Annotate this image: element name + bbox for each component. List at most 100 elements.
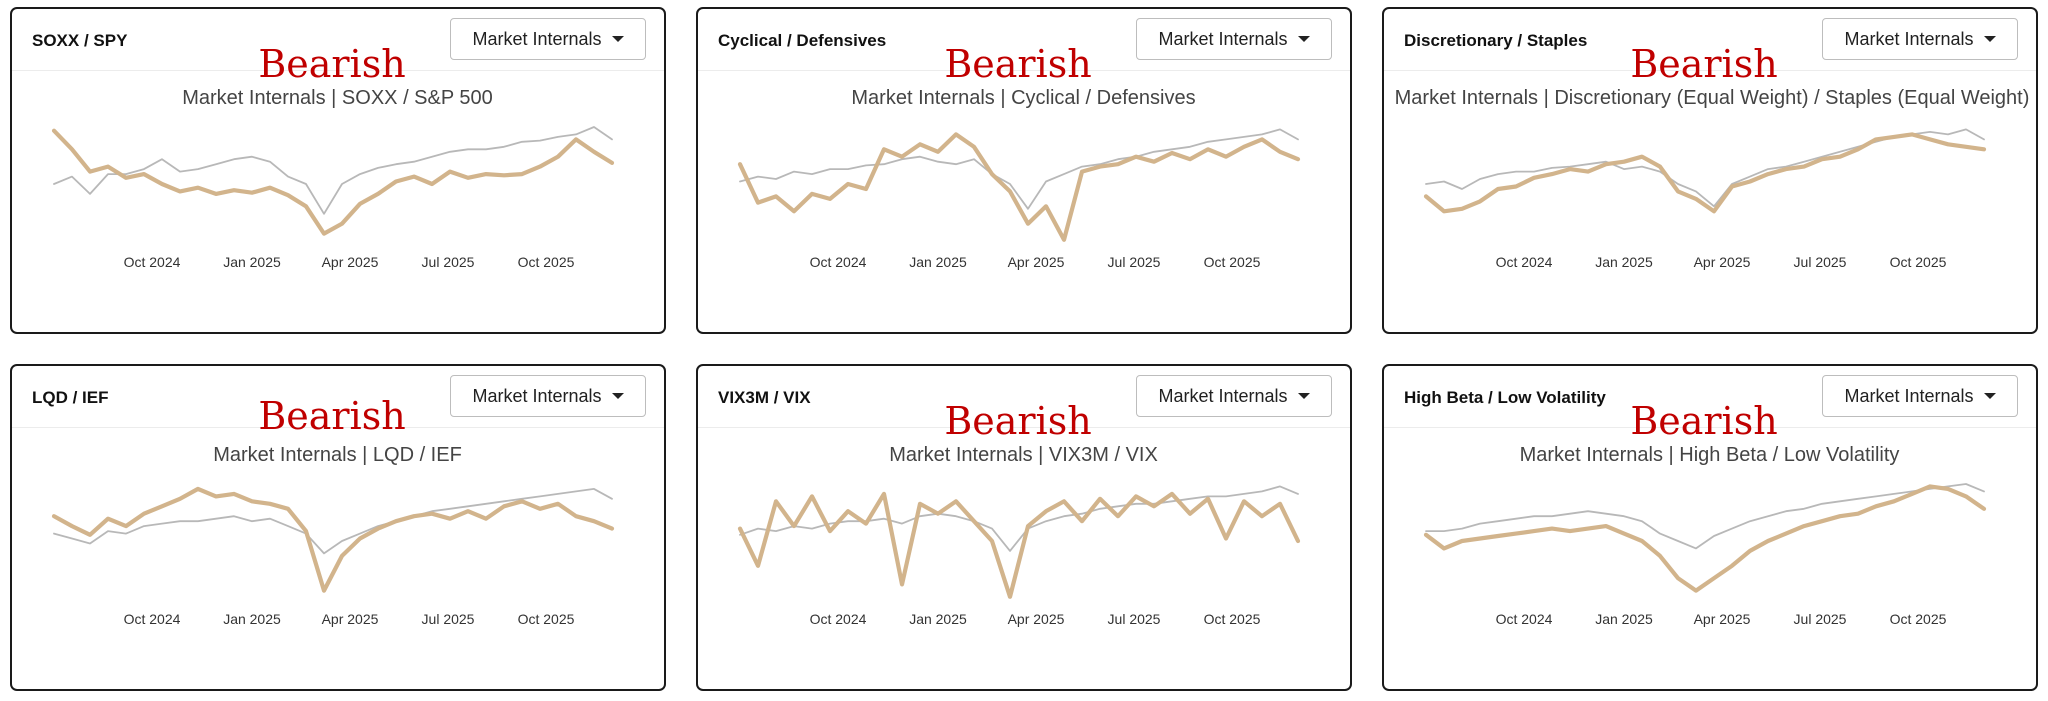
benchmark-series-line xyxy=(53,488,613,555)
chart-svg: Oct 2024 Jan 2025 Apr 2025 Jul 2025 Oct 2025 xyxy=(51,486,615,627)
x-tick-label: Jan 2025 xyxy=(1595,254,1653,270)
x-tick-label: Apr 2025 xyxy=(1008,611,1065,627)
card-header: LQD / IEF Market Internals xyxy=(12,366,664,428)
x-tick-label: Jul 2025 xyxy=(422,254,475,270)
card-header: SOXX / SPY Market Internals xyxy=(12,9,664,71)
verdict-label: Bearish xyxy=(1630,42,1778,86)
chart-svg: Oct 2024 Jan 2025 Apr 2025 Jul 2025 Oct 2025 xyxy=(51,126,615,270)
x-tick-label: Jul 2025 xyxy=(1794,254,1847,270)
x-tick-label: Oct 2024 xyxy=(810,611,867,627)
x-tick-label: Apr 2025 xyxy=(322,611,379,627)
x-tick-label: Oct 2024 xyxy=(1496,611,1553,627)
chart-subtitle: Market Internals | LQD / IEF xyxy=(213,444,462,466)
card-discretionary-staples: Discretionary / Staples Market Internals… xyxy=(1382,7,2038,334)
x-tick-label: Oct 2025 xyxy=(1890,254,1947,270)
chart-subtitle: Market Internals | Discretionary (Equal … xyxy=(1394,87,2030,109)
chart-subtitle: Market Internals | Cyclical / Defensives xyxy=(851,87,1196,109)
market-internals-dropdown[interactable]: Market Internals xyxy=(1136,375,1332,417)
x-tick-label: Jul 2025 xyxy=(422,611,475,627)
card-header: VIX3M / VIX Market Internals xyxy=(698,366,1350,428)
benchmark-series-line xyxy=(739,485,1299,552)
market-internals-dropdown[interactable]: Market Internals xyxy=(1822,18,2018,60)
caret-down-icon xyxy=(1297,36,1310,42)
x-tick-label: Jan 2025 xyxy=(909,254,967,270)
x-tick-label: Jan 2025 xyxy=(909,611,967,627)
ratio-line-chart: Oct 2024 Jan 2025 Apr 2025 Jul 2025 Oct 2025 xyxy=(698,471,1349,671)
ratio-line-chart: Oct 2024 Jan 2025 Apr 2025 Jul 2025 Oct 2025 xyxy=(12,114,663,314)
x-tick-label: Jan 2025 xyxy=(223,254,281,270)
chart-svg: Oct 2024 Jan 2025 Apr 2025 Jul 2025 Oct 2025 xyxy=(1423,483,1987,627)
card-vix3m-vix: VIX3M / VIX Market Internals Bearish Mar… xyxy=(696,364,1352,691)
caret-down-icon xyxy=(1983,36,1996,42)
ratio-line-chart: Oct 2024 Jan 2025 Apr 2025 Jul 2025 Oct 2025 xyxy=(1384,471,2035,671)
benchmark-series-line xyxy=(1425,128,1985,208)
dropdown-label: Market Internals xyxy=(1158,385,1288,406)
card-title: SOXX / SPY xyxy=(32,31,128,50)
chart-subtitle: Market Internals | VIX3M / VIX xyxy=(889,444,1158,466)
ratio-series-line xyxy=(737,132,1301,242)
card-title: LQD / IEF xyxy=(32,388,109,407)
chart-svg: Oct 2024 Jan 2025 Apr 2025 Jul 2025 Oct 2025 xyxy=(737,485,1301,627)
x-tick-label: Jul 2025 xyxy=(1794,611,1847,627)
card-title: VIX3M / VIX xyxy=(718,388,811,407)
dropdown-label: Market Internals xyxy=(1158,28,1288,49)
chart-subtitle: Market Internals | High Beta / Low Volat… xyxy=(1519,444,1900,466)
x-tick-label: Oct 2025 xyxy=(1204,254,1261,270)
x-tick-label: Jan 2025 xyxy=(1595,611,1653,627)
card-title: Discretionary / Staples xyxy=(1404,31,1588,50)
ratio-series-line xyxy=(51,486,615,593)
caret-down-icon xyxy=(1297,393,1310,399)
x-tick-label: Jul 2025 xyxy=(1108,611,1161,627)
chart-svg: Oct 2024 Jan 2025 Apr 2025 Jul 2025 Oct 2025 xyxy=(737,128,1301,270)
chart-subtitle: Market Internals | SOXX / S&P 500 xyxy=(182,87,493,109)
market-internals-dropdown[interactable]: Market Internals xyxy=(1822,375,2018,417)
card-header: Discretionary / Staples Market Internals xyxy=(1384,9,2036,71)
card-title: Cyclical / Defensives xyxy=(718,31,887,50)
card-cyclical-defensives: Cyclical / Defensives Market Internals B… xyxy=(696,7,1352,334)
x-tick-label: Oct 2025 xyxy=(518,611,575,627)
ratio-line-chart: Oct 2024 Jan 2025 Apr 2025 Jul 2025 Oct 2025 xyxy=(1384,114,2035,314)
chart-svg: Oct 2024 Jan 2025 Apr 2025 Jul 2025 Oct 2025 xyxy=(1423,128,1987,270)
x-tick-label: Oct 2024 xyxy=(124,254,181,270)
card-high-beta-low-vol: High Beta / Low Volatility Market Intern… xyxy=(1382,364,2038,691)
card-header: High Beta / Low Volatility Market Intern… xyxy=(1384,366,2036,428)
market-internals-dropdown[interactable]: Market Internals xyxy=(450,18,646,60)
ratio-line-chart: Oct 2024 Jan 2025 Apr 2025 Jul 2025 Oct 2025 xyxy=(12,471,663,671)
caret-down-icon xyxy=(1983,393,1996,399)
benchmark-series-line xyxy=(53,126,613,215)
caret-down-icon xyxy=(611,36,624,42)
ratio-line-chart: Oct 2024 Jan 2025 Apr 2025 Jul 2025 Oct 2025 xyxy=(698,114,1349,314)
verdict-label: Bearish xyxy=(944,42,1092,86)
x-tick-label: Jan 2025 xyxy=(223,611,281,627)
x-tick-label: Oct 2024 xyxy=(810,254,867,270)
dropdown-label: Market Internals xyxy=(1844,28,1974,49)
ratio-series-line xyxy=(51,128,615,236)
x-tick-label: Apr 2025 xyxy=(1694,611,1751,627)
ratio-series-line xyxy=(1423,132,1987,214)
market-internals-dropdown[interactable]: Market Internals xyxy=(450,375,646,417)
dropdown-label: Market Internals xyxy=(1844,385,1974,406)
card-soxx-spy: SOXX / SPY Market Internals Bearish Mark… xyxy=(10,7,666,334)
verdict-label: Bearish xyxy=(258,394,406,438)
x-tick-label: Oct 2025 xyxy=(1890,611,1947,627)
x-tick-label: Jul 2025 xyxy=(1108,254,1161,270)
card-lqd-ief: LQD / IEF Market Internals Bearish Marke… xyxy=(10,364,666,691)
benchmark-series-line xyxy=(739,128,1299,210)
ratio-series-line xyxy=(737,491,1301,599)
x-tick-label: Apr 2025 xyxy=(1694,254,1751,270)
x-tick-label: Oct 2024 xyxy=(124,611,181,627)
market-internals-dropdown[interactable]: Market Internals xyxy=(1136,18,1332,60)
dropdown-label: Market Internals xyxy=(472,385,602,406)
x-tick-label: Apr 2025 xyxy=(1008,254,1065,270)
caret-down-icon xyxy=(611,393,624,399)
benchmark-series-line xyxy=(1425,483,1985,550)
dropdown-label: Market Internals xyxy=(472,28,602,49)
verdict-label: Bearish xyxy=(258,42,406,86)
verdict-label: Bearish xyxy=(1630,399,1778,443)
x-tick-label: Oct 2024 xyxy=(1496,254,1553,270)
x-tick-label: Oct 2025 xyxy=(518,254,575,270)
card-header: Cyclical / Defensives Market Internals xyxy=(698,9,1350,71)
ratio-series-line xyxy=(1423,484,1987,593)
x-tick-label: Apr 2025 xyxy=(322,254,379,270)
x-tick-label: Oct 2025 xyxy=(1204,611,1261,627)
